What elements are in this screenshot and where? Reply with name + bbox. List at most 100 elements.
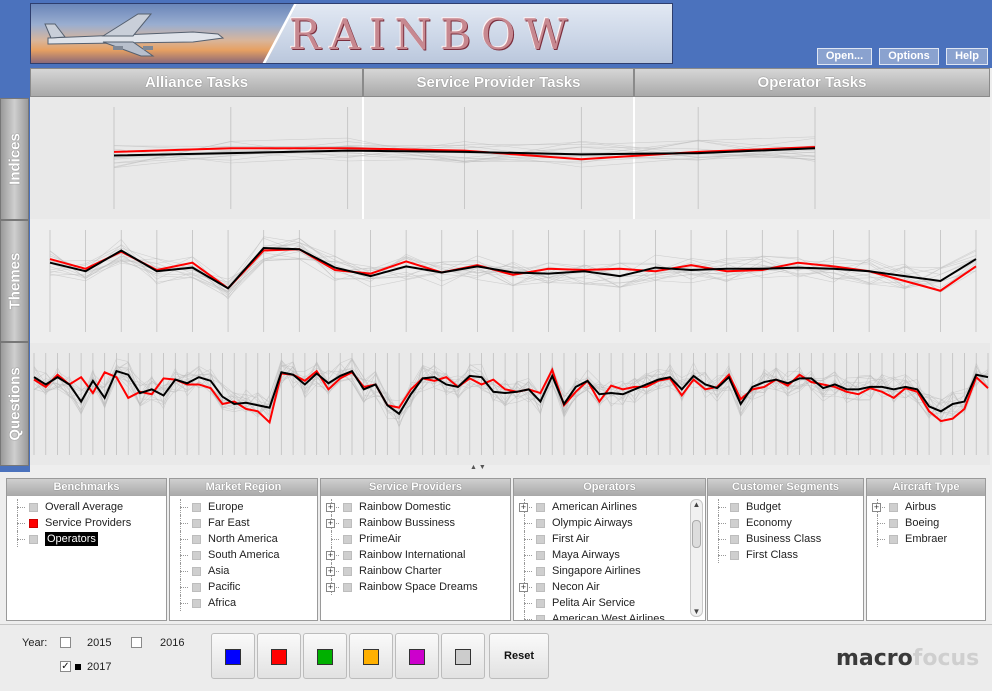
list-item-label: Rainbow Domestic xyxy=(359,501,451,513)
row-label-indices[interactable]: Indices xyxy=(0,98,29,220)
list-item-label: Necon Air xyxy=(552,581,600,593)
list-item[interactable]: + Rainbow Bussiness xyxy=(321,515,510,531)
panel-list-operators: + American Airlines Olympic Airways First A… xyxy=(514,496,705,620)
color-swatch xyxy=(536,567,545,576)
color-button-orange[interactable] xyxy=(349,633,393,679)
service-providers-line-themes[interactable] xyxy=(49,248,977,292)
list-item-label: Rainbow Bussiness xyxy=(359,517,455,529)
plot-band-themes xyxy=(30,220,990,342)
list-item[interactable]: Pacific xyxy=(170,579,317,595)
background-line xyxy=(113,141,816,160)
panel-benchmarks: Benchmarks Overall Average Service Provide… xyxy=(6,478,167,621)
options-button[interactable]: Options xyxy=(879,48,939,65)
list-item[interactable]: South America xyxy=(170,547,317,563)
list-item[interactable]: + Airbus xyxy=(867,499,985,515)
panel-aircraft-type: Aircraft Type + Airbus Boeing Embraer xyxy=(866,478,986,621)
year-2016-checkbox[interactable] xyxy=(131,637,142,648)
list-item[interactable]: American West Airlines xyxy=(514,611,705,620)
list-item[interactable]: Service Providers xyxy=(7,515,166,531)
expand-icon[interactable]: + xyxy=(326,566,335,576)
list-item[interactable]: Economy xyxy=(708,515,863,531)
year-2017-label: 2017 xyxy=(87,661,112,673)
year-2015-checkbox[interactable] xyxy=(60,637,71,648)
year-label: Year: xyxy=(22,637,48,649)
year-2017-checkbox[interactable]: ✓ xyxy=(60,661,71,672)
list-item[interactable]: PrimeAir xyxy=(321,531,510,547)
color-swatch xyxy=(343,503,352,512)
list-item[interactable]: Asia xyxy=(170,563,317,579)
open-button[interactable]: Open... xyxy=(817,48,872,65)
expand-icon[interactable]: + xyxy=(326,502,335,512)
list-item[interactable]: Singapore Airlines xyxy=(514,563,705,579)
help-button[interactable]: Help xyxy=(946,48,988,65)
list-item[interactable]: Embraer xyxy=(867,531,985,547)
list-item[interactable]: Far East xyxy=(170,515,317,531)
list-item[interactable]: Business Class xyxy=(708,531,863,547)
list-item[interactable]: Overall Average xyxy=(7,499,166,515)
tab-service-provider-tasks[interactable]: Service Provider Tasks xyxy=(363,68,634,97)
list-item[interactable]: First Class xyxy=(708,547,863,563)
list-item[interactable]: Boeing xyxy=(867,515,985,531)
list-item[interactable]: First Air xyxy=(514,531,705,547)
list-item-label: Africa xyxy=(208,597,237,609)
expand-icon[interactable]: + xyxy=(872,502,881,512)
list-item-label: PrimeAir xyxy=(359,533,402,545)
color-square xyxy=(409,649,425,665)
row-label-questions[interactable]: Questions xyxy=(0,342,29,466)
color-button-red[interactable] xyxy=(257,633,301,679)
operators-scrollbar[interactable]: ▲ ▼ xyxy=(690,499,703,617)
tab-alliance-tasks[interactable]: Alliance Tasks xyxy=(30,68,363,97)
list-item[interactable]: Olympic Airways xyxy=(514,515,705,531)
color-swatch xyxy=(29,519,38,528)
background-line xyxy=(33,359,989,417)
panel-header-aircraft-type: Aircraft Type xyxy=(867,479,985,496)
color-swatch xyxy=(730,503,739,512)
list-item-label: Pacific xyxy=(208,581,241,593)
expand-icon[interactable]: + xyxy=(519,582,528,592)
list-item[interactable]: North America xyxy=(170,531,317,547)
tab-operator-tasks[interactable]: Operator Tasks xyxy=(634,68,990,97)
list-item[interactable]: + Rainbow International xyxy=(321,547,510,563)
operators-line-questions[interactable] xyxy=(33,369,989,416)
color-button-green[interactable] xyxy=(303,633,347,679)
list-item[interactable]: + American Airlines xyxy=(514,499,705,515)
list-item[interactable]: + Necon Air xyxy=(514,579,705,595)
operators-line-themes[interactable] xyxy=(49,247,977,290)
color-button-gray[interactable] xyxy=(441,633,485,679)
panel-resize-handle[interactable]: ▲ ▼ xyxy=(470,464,486,471)
panel-list-benchmarks: Overall Average Service Providers Operator… xyxy=(7,496,166,620)
list-item[interactable]: + Rainbow Domestic xyxy=(321,499,510,515)
list-item-label: Rainbow International xyxy=(359,549,466,561)
list-item-label: Pelita Air Service xyxy=(552,597,636,609)
list-item[interactable]: Operators xyxy=(7,531,166,547)
list-item-label: Europe xyxy=(208,501,244,513)
row-label-themes[interactable]: Themes xyxy=(0,220,29,342)
list-item[interactable]: + Rainbow Charter xyxy=(321,563,510,579)
color-button-magenta[interactable] xyxy=(395,633,439,679)
reset-button[interactable]: Reset xyxy=(489,633,549,679)
color-swatch xyxy=(889,519,898,528)
list-item-label: Operators xyxy=(45,532,98,546)
list-item[interactable]: Budget xyxy=(708,499,863,515)
panel-header-service-providers: Service Providers xyxy=(321,479,510,496)
expand-icon[interactable]: + xyxy=(326,550,335,560)
color-swatch xyxy=(192,567,201,576)
color-swatch xyxy=(192,535,201,544)
list-item[interactable]: + Rainbow Space Dreams xyxy=(321,579,510,595)
color-button-blue[interactable] xyxy=(211,633,255,679)
list-item[interactable]: Pelita Air Service xyxy=(514,595,705,611)
expand-icon[interactable]: + xyxy=(326,518,335,528)
expand-icon[interactable]: + xyxy=(519,502,528,512)
list-item[interactable]: Africa xyxy=(170,595,317,611)
color-swatch xyxy=(192,551,201,560)
list-item[interactable]: Europe xyxy=(170,499,317,515)
list-item-label: North America xyxy=(208,533,278,545)
background-line xyxy=(113,141,816,168)
operators-line-indices[interactable] xyxy=(113,147,816,157)
expand-icon[interactable]: + xyxy=(326,582,335,592)
list-item[interactable]: Maya Airways xyxy=(514,547,705,563)
parallel-coordinates-plot[interactable] xyxy=(30,97,990,466)
service-providers-line-indices[interactable] xyxy=(113,146,816,161)
list-item-label: Economy xyxy=(746,517,792,529)
list-item-label: South America xyxy=(208,549,280,561)
